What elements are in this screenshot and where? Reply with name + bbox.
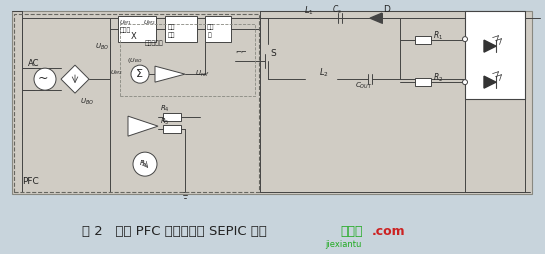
Polygon shape	[128, 116, 158, 136]
Circle shape	[463, 80, 468, 85]
Bar	[165, 16, 197, 42]
Text: $R_s$: $R_s$	[139, 159, 148, 169]
Polygon shape	[370, 13, 382, 23]
Text: $U_{BO}$: $U_{BO}$	[80, 97, 94, 107]
Text: X: X	[131, 32, 137, 41]
Text: PFC: PFC	[22, 177, 39, 186]
Text: $R_5$: $R_5$	[160, 117, 169, 127]
Text: 驱动: 驱动	[207, 25, 215, 30]
Text: $R_4$: $R_4$	[160, 104, 169, 114]
Text: 乘法器: 乘法器	[120, 27, 131, 33]
Text: S: S	[270, 49, 276, 58]
Text: $(U_{BO}$: $(U_{BO}$	[127, 56, 142, 65]
Text: $C_{OUT}$: $C_{OUT}$	[355, 81, 373, 91]
Bar	[14, 14, 259, 192]
Text: D: D	[383, 5, 390, 14]
Polygon shape	[61, 65, 89, 93]
Bar	[205, 16, 231, 42]
Text: Σ: Σ	[136, 69, 143, 79]
Text: $U_{M2}$: $U_{M2}$	[110, 68, 123, 77]
Text: ~: ~	[38, 72, 49, 85]
Text: $C_s$: $C_s$	[332, 3, 342, 16]
Text: .com: .com	[372, 225, 405, 238]
Text: $L_2$: $L_2$	[319, 66, 329, 79]
Text: $U_{BO}$: $U_{BO}$	[95, 42, 109, 52]
Text: 调整: 调整	[168, 25, 175, 30]
Bar	[415, 36, 431, 44]
Text: 接线图: 接线图	[340, 225, 362, 238]
Bar	[120, 24, 255, 96]
Bar	[118, 16, 156, 42]
Circle shape	[463, 37, 468, 42]
Text: AC: AC	[28, 59, 39, 68]
Bar	[163, 113, 181, 121]
Text: 器: 器	[208, 33, 212, 38]
Text: ⌐⌐: ⌐⌐	[235, 49, 247, 55]
Text: 图 2   用于 PFC 电路的改进 SEPIC 结构: 图 2 用于 PFC 电路的改进 SEPIC 结构	[82, 225, 267, 238]
Text: 误差放大器: 误差放大器	[145, 41, 164, 46]
Text: 电路: 电路	[168, 33, 175, 38]
Polygon shape	[155, 66, 185, 82]
Text: $L_1$: $L_1$	[304, 4, 314, 17]
Bar	[465, 11, 525, 99]
Text: $U_{M2}$: $U_{M2}$	[143, 18, 156, 27]
Polygon shape	[484, 76, 496, 88]
Circle shape	[133, 152, 157, 176]
Bar	[415, 78, 431, 86]
Text: $U_{M1}$: $U_{M1}$	[119, 18, 132, 27]
Text: $R_1$: $R_1$	[433, 29, 443, 42]
Bar	[163, 125, 181, 133]
Text: jiexiantu: jiexiantu	[325, 240, 361, 249]
Text: $R_2$: $R_2$	[433, 71, 443, 84]
Circle shape	[34, 68, 56, 90]
Text: $U_{ref}$: $U_{ref}$	[195, 69, 209, 79]
Polygon shape	[484, 40, 496, 52]
Circle shape	[131, 65, 149, 83]
